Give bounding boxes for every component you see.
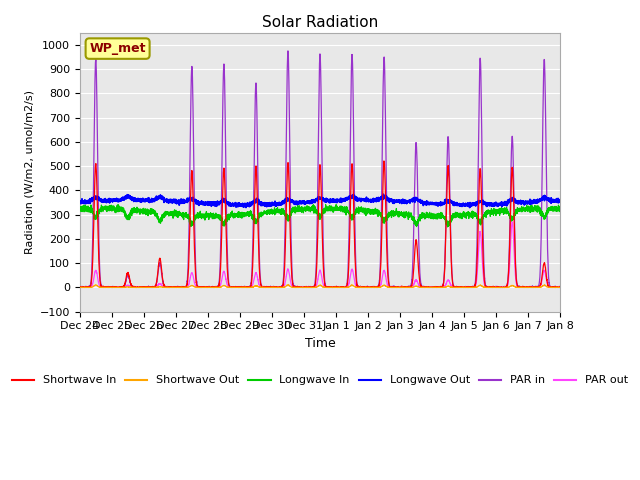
Legend: Shortwave In, Shortwave Out, Longwave In, Longwave Out, PAR in, PAR out: Shortwave In, Shortwave Out, Longwave In… bbox=[7, 371, 633, 390]
Text: WP_met: WP_met bbox=[90, 42, 146, 55]
Y-axis label: Radiation (W/m2, umol/m2/s): Radiation (W/m2, umol/m2/s) bbox=[24, 90, 34, 254]
Title: Solar Radiation: Solar Radiation bbox=[262, 15, 378, 30]
X-axis label: Time: Time bbox=[305, 337, 335, 350]
